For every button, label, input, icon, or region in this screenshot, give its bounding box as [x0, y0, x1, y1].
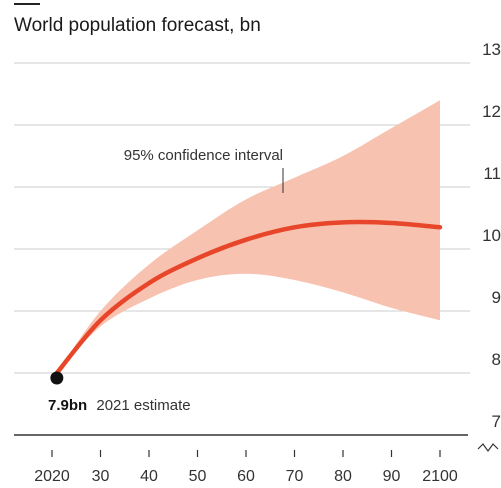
x-tick-label: 50: [189, 468, 207, 485]
start-caption: 2021 estimate: [96, 397, 190, 414]
y-tick-label: 8: [492, 350, 501, 369]
x-axis-ticks: 2020 30 40 50 60 70 80 90 2100: [34, 450, 458, 485]
y-tick-label: 7: [492, 412, 501, 431]
x-tick-label: 2020: [34, 468, 70, 485]
y-tick-label: 10: [482, 226, 501, 245]
x-tick-label: 90: [383, 468, 401, 485]
start-label: 7.9bn 2021 estimate: [48, 397, 191, 414]
y-tick-label: 13: [482, 40, 501, 59]
forecast-line: [50, 219, 443, 385]
y-tick-label: 9: [492, 288, 501, 307]
x-tick-label: 2100: [422, 468, 458, 485]
x-tick-label: 40: [140, 468, 158, 485]
chart-title: World population forecast, bn: [14, 15, 261, 36]
x-tick-label: 70: [286, 468, 304, 485]
forecast-median-line: [54, 219, 443, 376]
y-tick-label: 11: [483, 164, 501, 183]
axis-break-icon: [477, 443, 499, 453]
x-tick-label: 60: [237, 468, 255, 485]
y-tick-label: 12: [482, 102, 501, 121]
annotations: 95% confidence interval 7.9bn 2021 estim…: [48, 147, 284, 414]
start-value: 7.9bn: [48, 397, 87, 414]
x-tick-label: 30: [92, 468, 110, 485]
y-axis-ticks: 7 8 9 10 11 12 13: [482, 40, 501, 431]
band-label: 95% confidence interval: [124, 147, 283, 164]
start-point-dot: [50, 371, 64, 385]
x-tick-label: 80: [334, 468, 352, 485]
